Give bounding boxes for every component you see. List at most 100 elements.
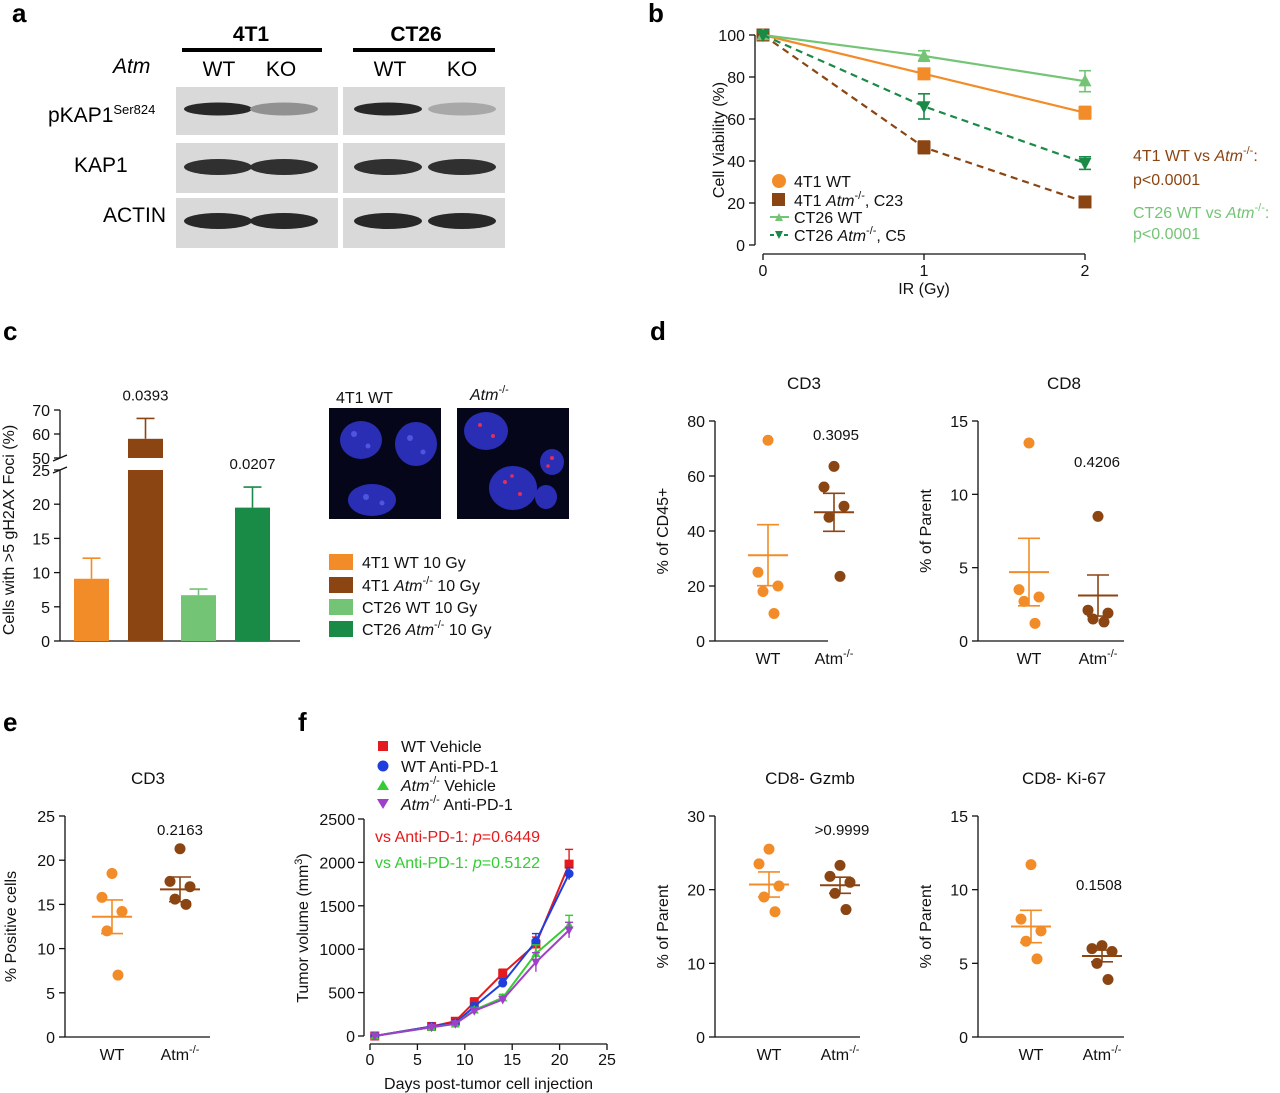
data-point-d1-0-3: [757, 586, 769, 597]
data-point-e-0-2: [116, 905, 128, 917]
y-axis-label-d1: % of CD45+: [655, 488, 672, 575]
x-category-label-d2: Atm-/-: [1079, 648, 1118, 668]
y-tick-label-f3: 0: [959, 1030, 968, 1047]
legend-f-wt-antipd1: WT Anti-PD-1: [401, 759, 499, 776]
lane-label-4t1-wt: WT: [203, 58, 236, 81]
chart-title-f3: CD8- Ki-67: [1022, 769, 1106, 788]
bar-c-0: [74, 578, 109, 641]
data-point-f3-0-3: [1020, 935, 1032, 947]
data-point-f-1-4: [498, 978, 508, 988]
data-point-f2-1-4: [840, 904, 852, 916]
y-tick-label-f: 0: [346, 1029, 355, 1046]
x-tick-label-f: 0: [366, 1052, 375, 1069]
legend-b-4t1-atm: 4T1 Atm-/-, C23: [794, 190, 903, 210]
y-tick-label-b: 20: [727, 196, 745, 213]
row-label-actin: ACTIN: [103, 204, 166, 227]
y-tick-label-b: 100: [718, 28, 745, 45]
y-tick-label-e: 20: [37, 853, 55, 870]
row-label-pkap1-main: pKAP1: [48, 104, 113, 127]
x-tick-label-f: 25: [598, 1052, 616, 1069]
chart-d-cd3: CD3 0 20 40 60 80 % of CD45+ WT Atm-/- 0.3095: [655, 374, 859, 668]
legend-f-atm-vehicle: Atm-/- Vehicle: [400, 775, 496, 795]
legend-b-marker-4t1-atm: [772, 193, 785, 206]
data-point-b-1-2: [1078, 195, 1092, 209]
panel-c-label: c: [3, 316, 17, 346]
chart-f-ki67: CD8- Ki-67 0 5 10 15 % of Parent WT Atm-/- 0.150…: [918, 769, 1124, 1064]
data-point-f-3-1: [427, 1023, 437, 1033]
data-point-d2-0-0: [1023, 437, 1035, 449]
data-point-d1-1-1: [818, 481, 830, 493]
data-point-e-0-4: [112, 969, 124, 981]
data-point-b-3-1: [917, 101, 931, 114]
y-tick-label-d1: 40: [687, 524, 705, 541]
legend-f-marker-wt-vehicle: [378, 741, 388, 751]
data-point-f-3-2: [450, 1020, 460, 1029]
panel-e-label: e: [3, 707, 17, 737]
legend-f-marker-atm-vehicle: [377, 780, 389, 790]
x-tick-label-b: 1: [920, 263, 929, 280]
data-point-f2-0-2: [773, 880, 785, 892]
y-tick-label-c: 5: [41, 600, 50, 617]
data-point-d1-1-2: [838, 500, 850, 512]
data-point-f3-0-4: [1031, 953, 1043, 965]
data-point-f-3-5: [531, 958, 541, 968]
band-actin-lane-2: [250, 213, 318, 229]
data-point-b-2-2: [1078, 74, 1092, 87]
legend-c-swatch-ct26-atm: [329, 621, 353, 637]
data-point-b-3-2: [1078, 157, 1092, 171]
group-4t1-bar: [182, 48, 322, 52]
band-actin-lane-4: [428, 213, 496, 229]
pvalue-f2: >0.9999: [815, 822, 870, 839]
y-tick-label-f2: 20: [687, 883, 705, 900]
data-point-d2-1-4: [1098, 616, 1110, 628]
band-actin-lane-3: [354, 213, 422, 229]
x-category-label-f3: WT: [1019, 1047, 1044, 1064]
annotation-c: 0.0393: [123, 387, 169, 404]
band-pkap1-lane-2: [250, 102, 318, 116]
chart-title-d2: CD8: [1047, 374, 1081, 393]
y-tick-label-d2: 0: [959, 634, 968, 651]
band-kap1-lane-4: [428, 159, 496, 175]
data-point-f3-0-1: [1015, 913, 1027, 925]
y-axis-label-b: Cell Viability (%): [711, 82, 728, 198]
bar-c-1-lower: [128, 470, 163, 641]
y-tick-label-f3: 15: [950, 809, 968, 826]
y-tick-label-f3: 5: [959, 956, 968, 973]
legend-f-marker-wt-antipd1: [377, 760, 389, 772]
data-point-f-3-4: [498, 995, 508, 1005]
data-point-d1-1-0: [828, 460, 840, 472]
y-tick-label-d1: 0: [696, 634, 705, 651]
y-tick-label-c: 50: [32, 451, 50, 468]
panel-b: b 0 20 40 60 80 100 0 1 2 IR (Gy) Cell Viability (…: [648, 0, 1269, 298]
data-point-e-0-0: [106, 867, 118, 879]
y-tick-label-f3: 10: [950, 883, 968, 900]
y-tick-label-d1: 80: [687, 414, 705, 431]
y-axis-label-e: % Positive cells: [3, 871, 20, 982]
band-actin-lane-1: [184, 213, 252, 229]
panel-f-label: f: [298, 707, 307, 737]
data-point-e-1-3: [169, 893, 181, 905]
data-point-f-3-0: [370, 1032, 380, 1041]
annotation-c: 0.0207: [230, 456, 276, 473]
y-axis-label-f: Tumor volume (mm3): [293, 853, 312, 1003]
data-point-f2-0-4: [769, 906, 781, 918]
y-tick-label-b: 80: [727, 70, 745, 87]
legend-b-ct26-atm: CT26 Atm-/-, C5: [794, 225, 906, 245]
y-tick-label-e: 0: [46, 1030, 55, 1047]
data-point-d2-0-3: [1018, 595, 1030, 607]
group-ct26-header: CT26: [390, 23, 441, 46]
data-point-f3-1-4: [1102, 974, 1114, 986]
micrograph-4t1-wt: [329, 408, 441, 519]
y-tick-label-c: 20: [32, 497, 50, 514]
row-label-kap1: KAP1: [74, 154, 128, 177]
legend-c-swatch-4t1-wt: [329, 554, 353, 570]
pvalue-f3: 0.1508: [1076, 877, 1122, 894]
data-point-d2-1-1: [1082, 604, 1094, 616]
atm-genotype-label: Atm: [111, 55, 150, 78]
x-tick-label-b: 0: [759, 263, 768, 280]
bar-c-3: [235, 507, 270, 641]
y-tick-label-f2: 30: [687, 809, 705, 826]
chart-title-d1: CD3: [787, 374, 821, 393]
x-category-label-d1: WT: [756, 651, 781, 668]
